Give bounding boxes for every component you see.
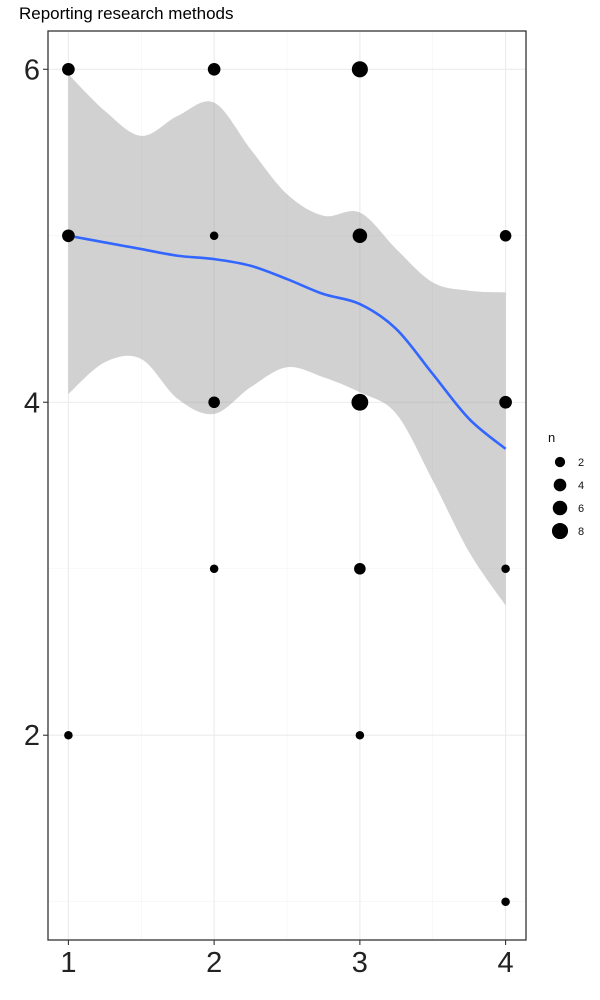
legend-key	[553, 478, 567, 492]
data-point	[354, 562, 366, 575]
data-point	[62, 62, 75, 76]
data-point	[499, 395, 512, 409]
data-point	[351, 61, 368, 78]
smooth-line	[68, 234, 507, 450]
y-tick-label: 2	[24, 720, 40, 752]
points-layer	[62, 61, 512, 906]
legend-label: 8	[578, 526, 584, 538]
legend-key	[552, 500, 568, 516]
y-tick-label: 4	[24, 387, 40, 419]
axis-layer: 1 2 3 4 2 4 6	[24, 54, 514, 979]
x-tick-label: 4	[498, 947, 514, 979]
x-tick-label: 3	[352, 947, 368, 979]
legend-key	[551, 522, 569, 540]
data-point	[499, 229, 512, 242]
chart-title: Reporting research methods	[19, 4, 234, 23]
data-point	[209, 231, 219, 241]
data-point	[208, 396, 220, 409]
confidence-ribbon	[68, 74, 506, 606]
legend-label: 6	[578, 503, 584, 515]
data-point	[352, 228, 368, 244]
smooth-line-layer	[68, 234, 507, 450]
data-point	[207, 62, 221, 76]
data-point	[501, 564, 510, 574]
data-point	[355, 730, 365, 740]
grid-layer	[48, 31, 526, 940]
data-point	[501, 897, 510, 906]
legend-title: n	[548, 430, 555, 445]
x-tick-label: 2	[206, 947, 222, 979]
legend-label: 4	[578, 480, 584, 492]
legend-key	[554, 456, 566, 468]
data-point	[64, 730, 73, 740]
confidence-ribbon-layer	[68, 74, 506, 606]
y-tick-label: 6	[24, 54, 40, 86]
x-tick-label: 1	[60, 947, 76, 979]
data-point	[62, 229, 75, 243]
data-point	[209, 564, 219, 574]
legend: n 2 4 6 8	[548, 430, 584, 540]
data-point	[351, 393, 369, 411]
panel-border	[47, 30, 527, 941]
legend-label: 2	[578, 457, 584, 469]
